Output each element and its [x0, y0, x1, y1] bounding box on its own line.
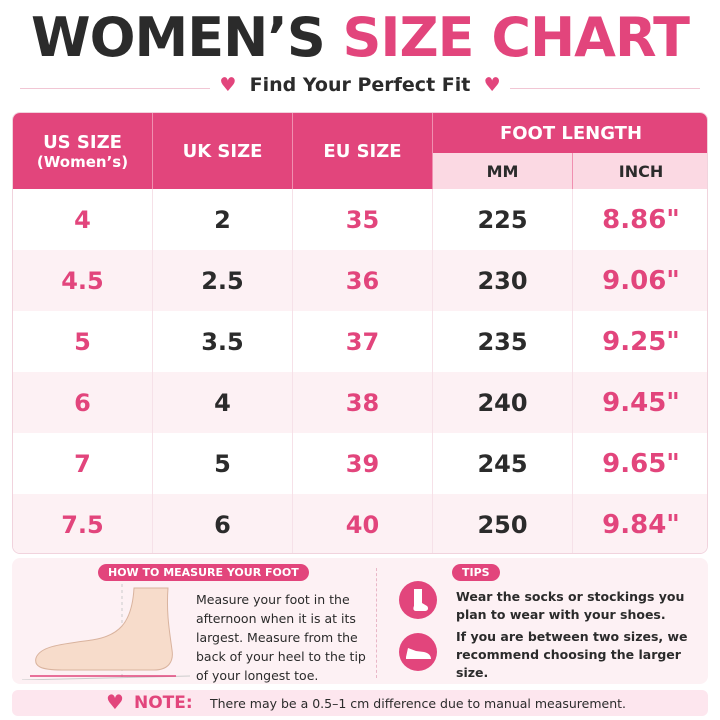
table-cell: 235: [433, 311, 573, 372]
header-cell: MM: [433, 153, 573, 189]
table-cell: 4.5: [13, 250, 153, 311]
table-cell: 5: [13, 311, 153, 372]
table-cell: 2.5: [153, 250, 293, 311]
table-cell: 7.5: [13, 494, 153, 553]
table-cell: 9.25": [602, 326, 680, 357]
rule: [510, 88, 700, 89]
title-pink: SIZE CHART: [342, 6, 690, 69]
header-text: FOOT LENGTH: [499, 122, 643, 144]
table-row: 7.5 6 40 250 9.84": [13, 494, 707, 553]
header-cell: INCH: [573, 153, 707, 189]
note-text: There may be a 0.5–1 cm difference due t…: [210, 696, 627, 711]
table-cell: 38: [293, 372, 433, 433]
size-table: US SIZE (Women’s) UK SIZE EU SIZE FOOT LE…: [12, 112, 708, 554]
header-text: INCH: [618, 161, 664, 181]
foot-illustration: [22, 584, 190, 680]
tip-text: If you are between two sizes, we recomme…: [456, 629, 688, 680]
table-cell: 3.5: [153, 311, 293, 372]
note-bar: [12, 690, 708, 716]
table-cell: 9.06": [602, 265, 680, 296]
table-row: 4.5 2.5 36 230 9.06": [13, 250, 707, 311]
header-cell: FOOT LENGTH: [433, 113, 707, 153]
shoe-icon: [399, 633, 437, 671]
table-cell: 6: [13, 372, 153, 433]
table-row: 6 4 38 240 9.45": [13, 372, 707, 433]
table-cell: 2: [153, 189, 293, 250]
table-cell: 7: [13, 433, 153, 494]
header-text: US SIZE: [43, 131, 122, 153]
note-label: NOTE:: [134, 693, 193, 713]
note-heart: ♥: [106, 690, 124, 714]
table-cell: 40: [293, 494, 433, 553]
subtitle-text: Find Your Perfect Fit: [249, 74, 471, 96]
header-text: (Women’s): [36, 152, 129, 171]
divider: [376, 568, 377, 678]
measure-text: Measure your foot in the afternoon when …: [196, 592, 366, 683]
table-cell: 37: [293, 311, 433, 372]
subtitle: ♥ Find Your Perfect Fit ♥: [219, 74, 501, 96]
header-cell: UK SIZE: [153, 113, 293, 189]
table-cell: 39: [293, 433, 433, 494]
header-text: MM: [486, 161, 519, 181]
header-cell: EU SIZE: [293, 113, 433, 189]
measure-label: HOW TO MEASURE YOUR FOOT: [98, 564, 309, 581]
title-dark: WOMEN’S: [31, 6, 326, 69]
table-cell: 36: [293, 250, 433, 311]
table-cell: 8.86": [602, 204, 680, 235]
table-cell: 6: [153, 494, 293, 553]
rule: [20, 88, 210, 89]
table-row: 4 2 35 225 8.86": [13, 189, 707, 250]
table-cell: 4: [153, 372, 293, 433]
header-text: UK SIZE: [182, 140, 263, 162]
sock-icon: [399, 581, 437, 619]
table-cell: 245: [433, 433, 573, 494]
table-cell: 225: [433, 189, 573, 250]
table-cell: 9.45": [602, 387, 680, 418]
table-cell: 9.65": [602, 448, 680, 479]
header-text: EU SIZE: [323, 140, 402, 162]
table-cell: 250: [433, 494, 573, 553]
header-cell: US SIZE (Women’s): [13, 113, 153, 189]
table-cell: 230: [433, 250, 573, 311]
table-cell: 4: [13, 189, 153, 250]
table-row: 7 5 39 245 9.65": [13, 433, 707, 494]
table-cell: 9.84": [602, 509, 680, 540]
title: WOMEN’S SIZE CHART: [0, 6, 720, 69]
table-cell: 5: [153, 433, 293, 494]
table-cell: 35: [293, 189, 433, 250]
table-row: 5 3.5 37 235 9.25": [13, 311, 707, 372]
tip-text: Wear the socks or stockings you plan to …: [456, 589, 685, 622]
tips-label: TIPS: [452, 564, 500, 581]
table-cell: 240: [433, 372, 573, 433]
